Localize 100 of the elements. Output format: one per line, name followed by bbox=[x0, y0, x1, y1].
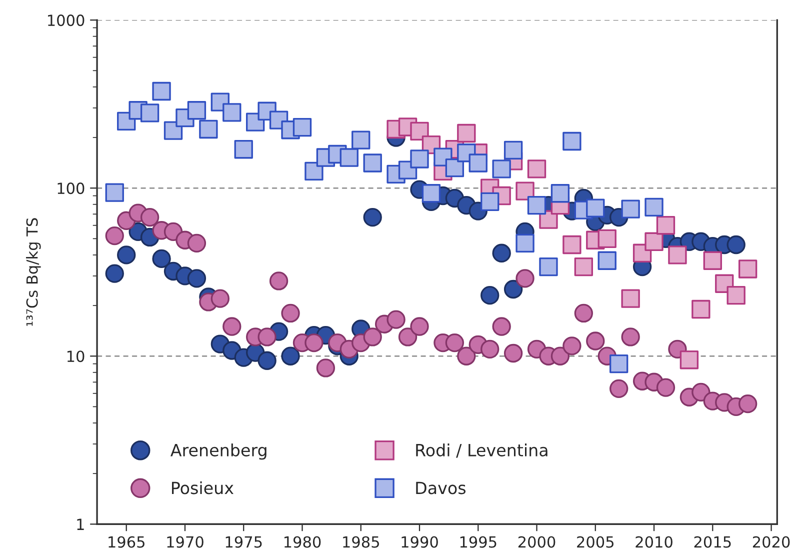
y-tick-label: 100 bbox=[58, 182, 84, 194]
point bbox=[363, 208, 382, 227]
point bbox=[516, 234, 534, 253]
point bbox=[726, 235, 746, 254]
point bbox=[410, 317, 429, 336]
point bbox=[410, 122, 429, 141]
point bbox=[187, 234, 206, 253]
x-tick-label: 1995 bbox=[460, 536, 496, 548]
point bbox=[480, 286, 500, 305]
point bbox=[140, 208, 160, 227]
point bbox=[363, 328, 382, 346]
point bbox=[516, 269, 534, 288]
point bbox=[504, 344, 523, 363]
x-tick-label: 1975 bbox=[226, 536, 262, 548]
x-tick-label: 1985 bbox=[343, 536, 379, 548]
point bbox=[644, 198, 664, 216]
point bbox=[598, 251, 616, 270]
point bbox=[480, 192, 500, 212]
point bbox=[222, 103, 242, 122]
point bbox=[386, 310, 406, 329]
point bbox=[516, 182, 534, 200]
x-tick-label: 1965 bbox=[108, 536, 144, 548]
point bbox=[621, 328, 640, 346]
point bbox=[258, 328, 276, 346]
point bbox=[152, 249, 171, 268]
point bbox=[492, 244, 511, 262]
point bbox=[258, 351, 276, 370]
point bbox=[656, 378, 676, 397]
point bbox=[703, 251, 722, 270]
point bbox=[468, 154, 488, 172]
y-tick-label: 1000 bbox=[48, 14, 84, 26]
point bbox=[398, 328, 418, 346]
point bbox=[457, 124, 476, 143]
point bbox=[105, 183, 124, 202]
x-tick-label: 1970 bbox=[167, 536, 204, 548]
point bbox=[187, 101, 206, 120]
point bbox=[292, 118, 312, 137]
point bbox=[680, 350, 699, 370]
x-tick-label: 2010 bbox=[636, 536, 672, 548]
point bbox=[222, 317, 242, 336]
point bbox=[117, 246, 136, 264]
point bbox=[304, 162, 324, 181]
point bbox=[527, 160, 546, 178]
x-tick-label: 1990 bbox=[402, 536, 438, 548]
point bbox=[410, 150, 429, 168]
x-tick-label: 2015 bbox=[694, 536, 731, 548]
point bbox=[352, 130, 370, 150]
point bbox=[269, 272, 288, 290]
point bbox=[586, 332, 605, 350]
point bbox=[281, 346, 300, 366]
point bbox=[621, 289, 640, 308]
point bbox=[199, 120, 218, 139]
y-tick-label: 1 bbox=[77, 518, 84, 530]
point bbox=[152, 82, 171, 101]
point bbox=[562, 132, 582, 151]
point bbox=[105, 226, 124, 246]
point bbox=[562, 235, 582, 254]
point bbox=[644, 232, 664, 251]
point bbox=[445, 333, 464, 352]
point bbox=[140, 104, 160, 122]
point bbox=[234, 140, 253, 159]
point bbox=[105, 264, 124, 283]
point bbox=[586, 198, 605, 218]
point bbox=[504, 280, 523, 299]
point bbox=[316, 358, 336, 378]
point bbox=[738, 394, 758, 414]
y-tick-label: 10 bbox=[67, 350, 84, 362]
point bbox=[574, 257, 594, 276]
point bbox=[656, 216, 676, 235]
point bbox=[492, 160, 511, 178]
point bbox=[574, 304, 594, 323]
point bbox=[550, 184, 570, 203]
point bbox=[304, 333, 324, 352]
point bbox=[539, 257, 558, 276]
point bbox=[281, 304, 300, 323]
y-axis-title: ¹³⁷Cs Bq/kg TS bbox=[26, 218, 41, 326]
point bbox=[692, 300, 710, 319]
point bbox=[668, 246, 687, 264]
point bbox=[738, 260, 758, 278]
x-tick-label: 1980 bbox=[284, 536, 321, 548]
point bbox=[610, 379, 628, 398]
point bbox=[422, 184, 441, 203]
point bbox=[610, 354, 628, 374]
point bbox=[363, 154, 382, 172]
point bbox=[445, 158, 464, 178]
point bbox=[340, 148, 358, 167]
point bbox=[726, 286, 746, 305]
point bbox=[527, 196, 546, 215]
point bbox=[550, 346, 570, 366]
x-tick-label: 2000 bbox=[518, 536, 556, 548]
legend-label: Arenenberg bbox=[170, 444, 266, 460]
point bbox=[187, 269, 206, 288]
point bbox=[480, 340, 500, 358]
legend-label: Posieux bbox=[172, 481, 234, 494]
legend-label: Rodi / Leventina bbox=[416, 444, 548, 458]
point bbox=[621, 200, 640, 218]
point bbox=[492, 317, 511, 336]
legend-label: Davos bbox=[416, 482, 466, 494]
x-tick-label: 2020 bbox=[752, 536, 790, 548]
point bbox=[457, 346, 476, 366]
